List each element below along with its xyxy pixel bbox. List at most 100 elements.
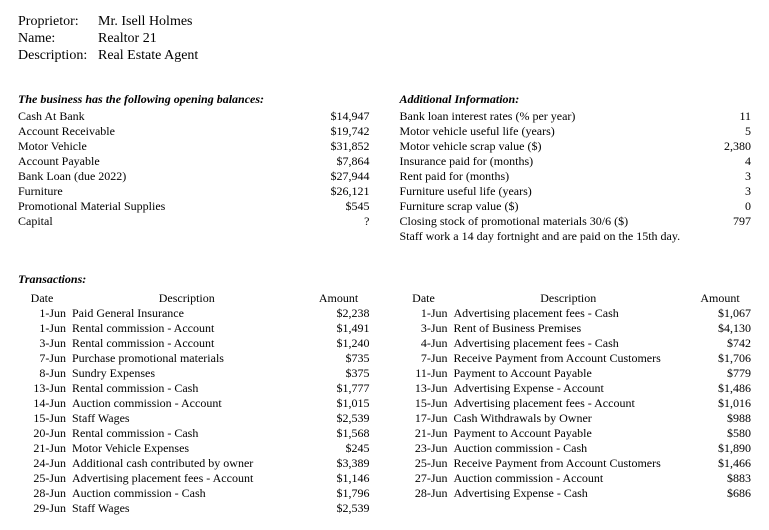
transaction-date: 4-Jun: [400, 336, 452, 351]
transaction-amount: $988: [689, 411, 751, 426]
additional-amount: 0: [691, 199, 751, 214]
transaction-date: 7-Jun: [400, 351, 452, 366]
transaction-desc: Payment to Account Payable: [452, 426, 690, 441]
transaction-date: 13-Jun: [400, 381, 452, 396]
description-value: Real Estate Agent: [98, 48, 198, 64]
transaction-row: 29-JunStaff Wages$2,539: [18, 501, 370, 516]
additional-row: Bank loan interest rates (% per year)11: [400, 109, 752, 124]
transaction-desc: Staff Wages: [70, 501, 308, 516]
transaction-desc: Motor Vehicle Expenses: [70, 441, 308, 456]
transaction-row: 11-JunPayment to Account Payable$779: [400, 366, 752, 381]
transaction-date: 27-Jun: [400, 471, 452, 486]
transaction-amount: $1,067: [689, 306, 751, 321]
transaction-date: 28-Jun: [18, 486, 70, 501]
transaction-date: 25-Jun: [400, 456, 452, 471]
transaction-row: 1-JunRental commission - Account$1,491: [18, 321, 370, 336]
opening-amount: $27,944: [310, 169, 370, 184]
opening-row: Bank Loan (due 2022)$27,944: [18, 169, 370, 184]
transaction-amount: $1,016: [689, 396, 751, 411]
additional-label: Closing stock of promotional materials 3…: [400, 214, 692, 229]
opening-label: Furniture: [18, 184, 310, 199]
transaction-date: 1-Jun: [400, 306, 452, 321]
transaction-row: 25-JunAdvertising placement fees - Accou…: [18, 471, 370, 486]
transaction-date: 7-Jun: [18, 351, 70, 366]
transaction-amount: $4,130: [689, 321, 751, 336]
additional-amount: 11: [691, 109, 751, 124]
transaction-row: 27-JunAuction commission - Account$883: [400, 471, 752, 486]
transaction-desc: Sundry Expenses: [70, 366, 308, 381]
transaction-row: 13-JunRental commission - Cash$1,777: [18, 381, 370, 396]
transaction-desc: Auction commission - Cash: [70, 486, 308, 501]
transaction-amount: $1,491: [308, 321, 370, 336]
opening-label: Bank Loan (due 2022): [18, 169, 310, 184]
transactions-title: Transactions:: [18, 272, 751, 287]
transaction-row: 8-JunSundry Expenses$375: [18, 366, 370, 381]
transaction-amount: $883: [689, 471, 751, 486]
transaction-desc: Purchase promotional materials: [70, 351, 308, 366]
opening-balances: The business has the following opening b…: [18, 92, 370, 244]
transaction-amount: $1,466: [689, 456, 751, 471]
transaction-row: 24-JunAdditional cash contributed by own…: [18, 456, 370, 471]
transaction-amount: $375: [308, 366, 370, 381]
additional-amount: 3: [691, 169, 751, 184]
transactions-right: Date Description Amount 1-JunAdvertising…: [400, 291, 752, 516]
transaction-amount: $1,777: [308, 381, 370, 396]
transaction-desc: Auction commission - Account: [452, 471, 690, 486]
opening-row: Furniture$26,121: [18, 184, 370, 199]
opening-label: Account Payable: [18, 154, 310, 169]
additional-label: Furniture scrap value ($): [400, 199, 692, 214]
transaction-row: 14-JunAuction commission - Account$1,015: [18, 396, 370, 411]
additional-row: Staff work a 14 day fortnight and are pa…: [400, 229, 752, 244]
transaction-row: 28-JunAdvertising Expense - Cash$686: [400, 486, 752, 501]
transaction-date: 29-Jun: [18, 501, 70, 516]
opening-row: Capital?: [18, 214, 370, 229]
transaction-desc: Staff Wages: [70, 411, 308, 426]
opening-label: Cash At Bank: [18, 109, 310, 124]
additional-amount: 3: [691, 184, 751, 199]
transaction-desc: Advertising placement fees - Account: [452, 396, 690, 411]
transaction-row: 7-JunPurchase promotional materials$735: [18, 351, 370, 366]
additional-title: Additional Information:: [400, 92, 752, 107]
transaction-amount: $2,539: [308, 411, 370, 426]
transaction-date: 15-Jun: [400, 396, 452, 411]
th-date: Date: [400, 291, 448, 306]
additional-label: Rent paid for (months): [400, 169, 692, 184]
name-value: Realtor 21: [98, 31, 157, 47]
transaction-desc: Receive Payment from Account Customers: [452, 456, 690, 471]
transaction-date: 14-Jun: [18, 396, 70, 411]
opening-row: Account Receivable$19,742: [18, 124, 370, 139]
th-amount: Amount: [689, 291, 751, 306]
transaction-date: 15-Jun: [18, 411, 70, 426]
transaction-amount: $1,015: [308, 396, 370, 411]
additional-label: Staff work a 14 day fortnight and are pa…: [400, 229, 692, 244]
opening-row: Account Payable$7,864: [18, 154, 370, 169]
additional-row: Motor vehicle scrap value ($)2,380: [400, 139, 752, 154]
transaction-desc: Rental commission - Cash: [70, 426, 308, 441]
transaction-amount: $742: [689, 336, 751, 351]
transaction-row: 3-JunRental commission - Account$1,240: [18, 336, 370, 351]
opening-row: Motor Vehicle$31,852: [18, 139, 370, 154]
th-amount: Amount: [308, 291, 370, 306]
description-label: Description:: [18, 48, 98, 64]
additional-label: Motor vehicle useful life (years): [400, 124, 692, 139]
transaction-amount: $1,146: [308, 471, 370, 486]
transaction-desc: Additional cash contributed by owner: [70, 456, 308, 471]
additional-amount: 4: [691, 154, 751, 169]
proprietor-label: Proprietor:: [18, 14, 98, 30]
opening-amount: $26,121: [310, 184, 370, 199]
transaction-amount: $686: [689, 486, 751, 501]
transaction-date: 23-Jun: [400, 441, 452, 456]
transaction-row: 7-JunReceive Payment from Account Custom…: [400, 351, 752, 366]
opening-label: Account Receivable: [18, 124, 310, 139]
opening-row: Cash At Bank$14,947: [18, 109, 370, 124]
doc-header: Proprietor: Mr. Isell Holmes Name: Realt…: [18, 14, 751, 64]
transaction-row: 23-JunAuction commission - Cash$1,890: [400, 441, 752, 456]
transaction-row: 25-JunReceive Payment from Account Custo…: [400, 456, 752, 471]
opening-label: Capital: [18, 214, 310, 229]
th-date: Date: [18, 291, 66, 306]
additional-amount: 2,380: [691, 139, 751, 154]
opening-amount: ?: [310, 214, 370, 229]
additional-label: Motor vehicle scrap value ($): [400, 139, 692, 154]
transaction-date: 25-Jun: [18, 471, 70, 486]
transaction-date: 21-Jun: [400, 426, 452, 441]
